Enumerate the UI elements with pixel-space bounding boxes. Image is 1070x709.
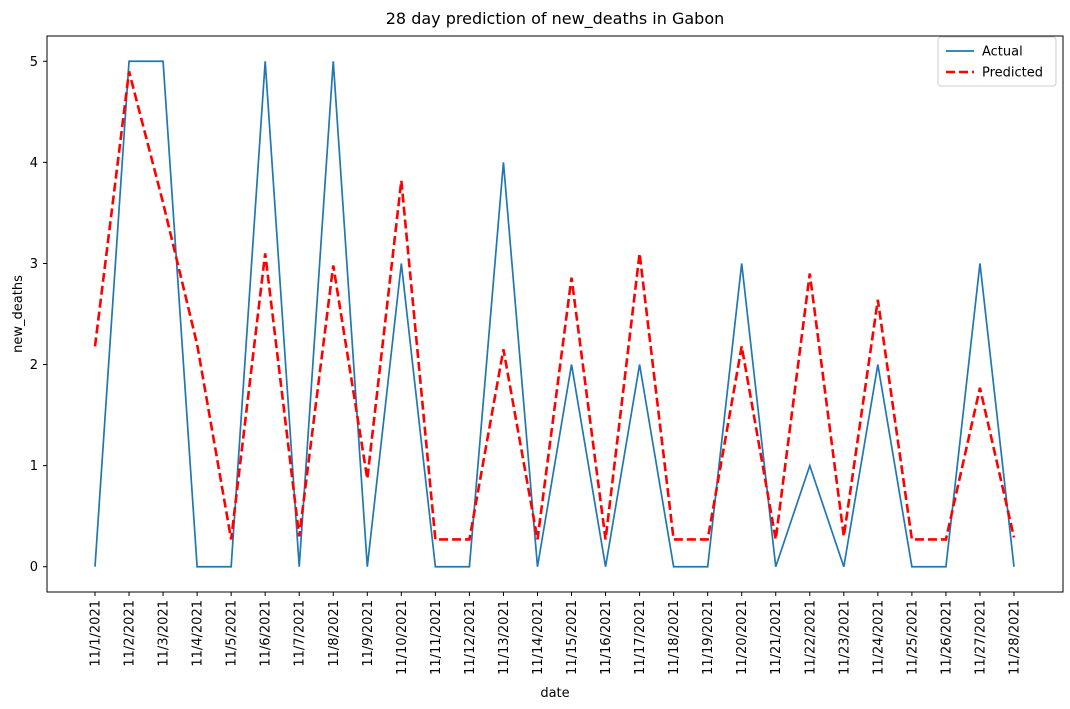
legend-label-predicted: Predicted [982, 66, 1043, 81]
x-tick-label: 11/24/2021 [871, 600, 886, 675]
plot-area: 0 1 2 3 4 5 11/1/2021 11/2/2021 11/3/2021 11/4/20… [30, 35, 1064, 675]
x-tick-label: 11/7/2021 [293, 600, 308, 667]
legend-box [937, 36, 1057, 87]
x-tick-label: 11/20/2021 [735, 600, 750, 675]
x-tick-label: 11/17/2021 [633, 600, 648, 675]
x-tick-label: 11/2/2021 [123, 600, 138, 667]
x-tick-label: 11/23/2021 [837, 600, 852, 675]
x-tick-label: 11/6/2021 [259, 600, 274, 667]
y-tick-label: 3 [30, 257, 38, 272]
x-tick-label: 11/12/2021 [463, 600, 478, 675]
x-tick-label: 11/1/2021 [89, 600, 104, 667]
x-tick-label: 11/26/2021 [939, 600, 954, 675]
chart-title: 28 day prediction of new_deaths in Gabon [386, 9, 725, 29]
x-tick-label: 11/13/2021 [497, 600, 512, 675]
x-tick-label: 11/19/2021 [701, 600, 716, 675]
x-tick-label: 11/14/2021 [531, 600, 546, 675]
y-tick-label: 1 [30, 459, 38, 474]
x-axis-label: date [540, 686, 569, 701]
x-tick-label: 11/21/2021 [769, 600, 784, 675]
x-tick-label: 11/3/2021 [157, 600, 172, 667]
x-tick-label: 11/10/2021 [395, 600, 410, 675]
x-tick-label: 11/11/2021 [429, 600, 444, 675]
x-tick-label: 11/25/2021 [905, 600, 920, 675]
y-tick-label: 2 [30, 358, 38, 373]
y-axis-label: new_deaths [11, 275, 26, 353]
x-tick-label: 11/16/2021 [599, 600, 614, 675]
legend: Actual Predicted [937, 36, 1057, 87]
x-tick-label: 11/18/2021 [667, 600, 682, 675]
x-tick-label: 11/9/2021 [361, 600, 376, 667]
series-line-actual [94, 60, 1015, 568]
legend-label-actual: Actual [982, 45, 1023, 60]
x-tick-label: 11/5/2021 [225, 600, 240, 667]
x-tick-label: 11/8/2021 [327, 600, 342, 667]
y-tick-label: 5 [30, 55, 38, 70]
x-tick-label: 11/27/2021 [973, 600, 988, 675]
x-tick-label: 11/22/2021 [803, 600, 818, 675]
x-tick-label: 11/28/2021 [1008, 600, 1023, 675]
x-tick-label: 11/15/2021 [565, 600, 580, 675]
y-tick-label: 0 [30, 560, 38, 575]
series-line-predicted [93, 71, 1016, 541]
plot-frame [46, 35, 1064, 593]
y-tick-label: 4 [30, 156, 38, 171]
x-tick-label: 11/4/2021 [191, 600, 206, 667]
